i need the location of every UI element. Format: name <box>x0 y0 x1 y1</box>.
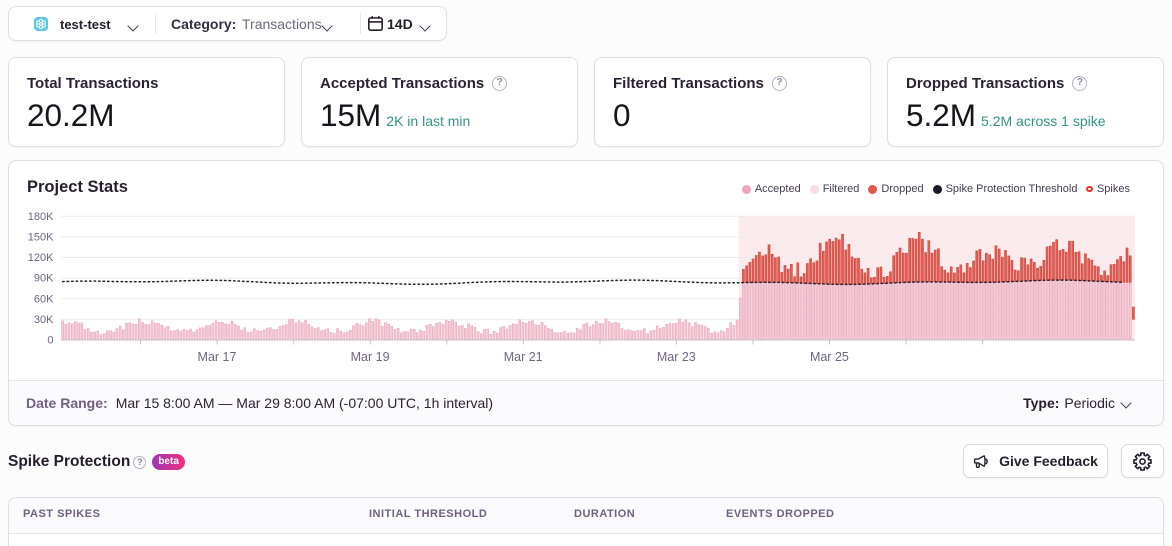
svg-text:90K: 90K <box>34 273 54 285</box>
svg-text:180K: 180K <box>28 211 54 223</box>
svg-text:30K: 30K <box>34 314 54 326</box>
svg-text:Mar 23: Mar 23 <box>657 350 696 364</box>
svg-text:Mar 19: Mar 19 <box>351 350 390 364</box>
svg-text:Mar 25: Mar 25 <box>810 350 849 364</box>
svg-text:150K: 150K <box>28 231 54 243</box>
svg-text:60K: 60K <box>34 293 54 305</box>
svg-text:120K: 120K <box>28 252 54 264</box>
svg-text:Mar 21: Mar 21 <box>504 350 543 364</box>
svg-text:Mar 17: Mar 17 <box>198 350 237 364</box>
svg-text:0: 0 <box>47 335 53 347</box>
